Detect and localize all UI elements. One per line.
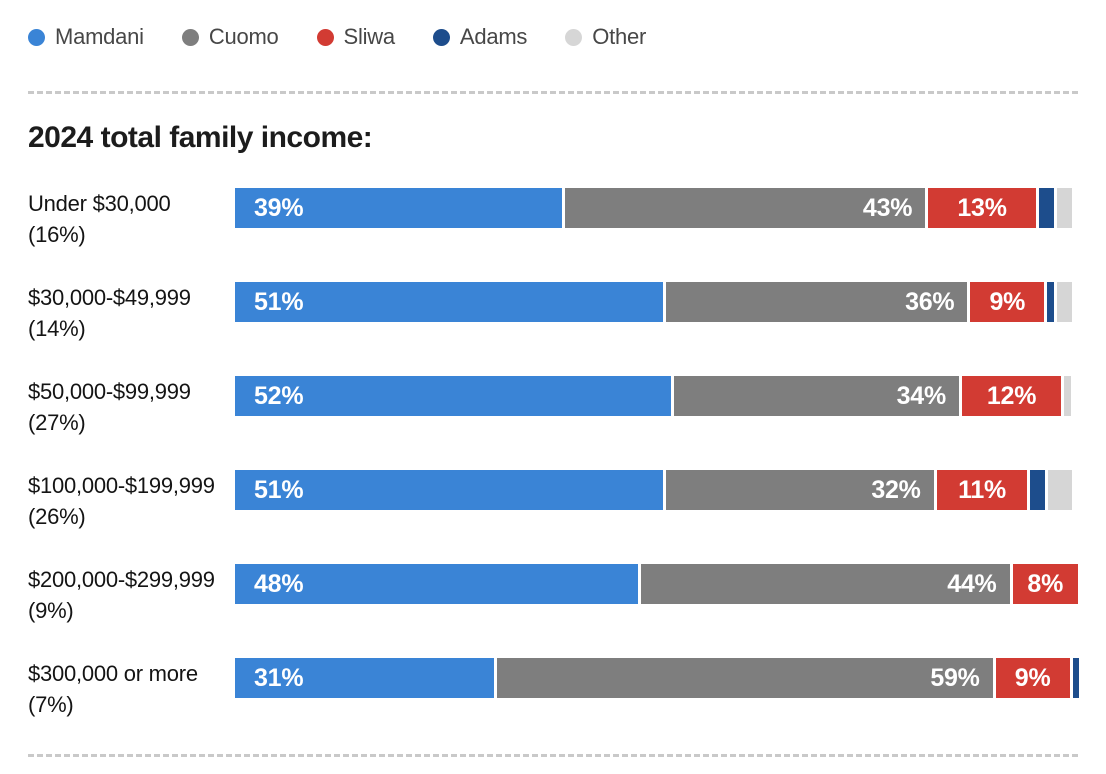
- bar-segment-sliwa: 13%: [928, 188, 1036, 228]
- income-row-50-000-99-999: $50,000-$99,999 (27%) 52% 34% 12%: [28, 376, 1078, 438]
- category-label: Under $30,000: [28, 191, 171, 216]
- other-swatch-icon: [565, 28, 583, 46]
- legend-label-sliwa: Sliwa: [343, 24, 396, 49]
- legend-item-cuomo: Cuomo: [181, 24, 279, 50]
- legend-item-adams: Adams: [432, 24, 528, 50]
- income-row-under-30-000: Under $30,000 (16%) 39% 43% 13%: [28, 188, 1078, 250]
- stacked-bar: 51% 36% 9%: [235, 282, 1078, 322]
- bar-segment-sliwa: 9%: [995, 658, 1070, 698]
- bar-segment-other: [1056, 282, 1072, 322]
- legend-label-cuomo: Cuomo: [208, 24, 279, 49]
- bar-segment-sliwa: 8%: [1012, 564, 1078, 604]
- bar-segment-cuomo: 44%: [640, 564, 1010, 604]
- row-label: $50,000-$99,999 (27%): [28, 376, 235, 438]
- income-row-100-000-199-999: $100,000-$199,999 (26%) 51% 32% 11%: [28, 470, 1078, 532]
- row-label: Under $30,000 (16%): [28, 188, 235, 250]
- legend-label-other: Other: [592, 24, 647, 49]
- bottom-divider: [28, 754, 1078, 757]
- category-label: $200,000-$299,999: [28, 567, 215, 592]
- bar-segment-adams: [1047, 282, 1054, 322]
- group-share-label: (9%): [28, 598, 74, 623]
- category-label: $100,000-$199,999: [28, 473, 215, 498]
- cuomo-swatch-icon: [181, 28, 199, 46]
- bar-segment-cuomo: 36%: [665, 282, 968, 322]
- legend-item-other: Other: [565, 24, 646, 50]
- group-share-label: (26%): [28, 504, 86, 529]
- category-label: $50,000-$99,999: [28, 379, 191, 404]
- row-label: $30,000-$49,999 (14%): [28, 282, 235, 344]
- sliwa-swatch-icon: [316, 28, 334, 46]
- bar-segment-sliwa: 9%: [970, 282, 1045, 322]
- bar-segment-mamdani: 48%: [235, 564, 638, 604]
- bar-segment-mamdani: 51%: [235, 282, 663, 322]
- stacked-bar-chart: Under $30,000 (16%) 39% 43% 13% $30,000-$49,9…: [28, 188, 1079, 720]
- category-label: $30,000-$49,999: [28, 285, 191, 310]
- stacked-bar: 31% 59% 9%: [235, 658, 1079, 698]
- income-row-30-000-49-999: $30,000-$49,999 (14%) 51% 36% 9%: [28, 282, 1078, 344]
- group-share-label: (16%): [28, 222, 86, 247]
- category-label: $300,000 or more: [28, 661, 198, 686]
- legend-label-adams: Adams: [459, 24, 528, 49]
- income-row-200-000-299-999: $200,000-$299,999 (9%) 48% 44% 8%: [28, 564, 1078, 626]
- legend-item-sliwa: Sliwa: [316, 24, 396, 50]
- stacked-bar: 39% 43% 13%: [235, 188, 1078, 228]
- row-label: $300,000 or more (7%): [28, 658, 235, 720]
- chart-title: 2024 total family income:: [28, 121, 373, 154]
- bar-segment-cuomo: 43%: [564, 188, 926, 228]
- bar-segment-mamdani: 51%: [235, 470, 663, 510]
- group-share-label: (27%): [28, 410, 86, 435]
- bar-segment-mamdani: 31%: [235, 658, 495, 698]
- bar-segment-cuomo: 32%: [665, 470, 934, 510]
- bar-segment-cuomo: 59%: [497, 658, 993, 698]
- stacked-bar: 48% 44% 8%: [235, 564, 1078, 604]
- bar-segment-other: [1064, 376, 1071, 416]
- top-divider: [28, 91, 1078, 94]
- bar-segment-cuomo: 34%: [674, 376, 959, 416]
- bar-segment-mamdani: 52%: [235, 376, 672, 416]
- stacked-bar: 52% 34% 12%: [235, 376, 1078, 416]
- row-label: $200,000-$299,999 (9%): [28, 564, 235, 626]
- bar-segment-sliwa: 12%: [961, 376, 1062, 416]
- bar-segment-adams: [1072, 658, 1079, 698]
- legend: Mamdani Cuomo Sliwa Adams Other: [28, 24, 1078, 50]
- bar-segment-mamdani: 39%: [235, 188, 562, 228]
- legend-item-mamdani: Mamdani: [28, 24, 144, 50]
- group-share-label: (14%): [28, 316, 86, 341]
- mamdani-swatch-icon: [28, 28, 45, 46]
- bar-segment-other: [1056, 188, 1072, 228]
- bar-segment-sliwa: 11%: [936, 470, 1028, 510]
- adams-swatch-icon: [432, 28, 450, 46]
- stacked-bar: 51% 32% 11%: [235, 470, 1078, 510]
- bar-segment-adams: [1038, 188, 1054, 228]
- bar-segment-adams: [1030, 470, 1046, 510]
- row-label: $100,000-$199,999 (26%): [28, 470, 235, 532]
- bar-segment-other: [1048, 470, 1072, 510]
- income-row-300-000-or-more: $300,000 or more (7%) 31% 59% 9%: [28, 658, 1079, 720]
- group-share-label: (7%): [28, 692, 74, 717]
- legend-label-mamdani: Mamdani: [55, 24, 144, 49]
